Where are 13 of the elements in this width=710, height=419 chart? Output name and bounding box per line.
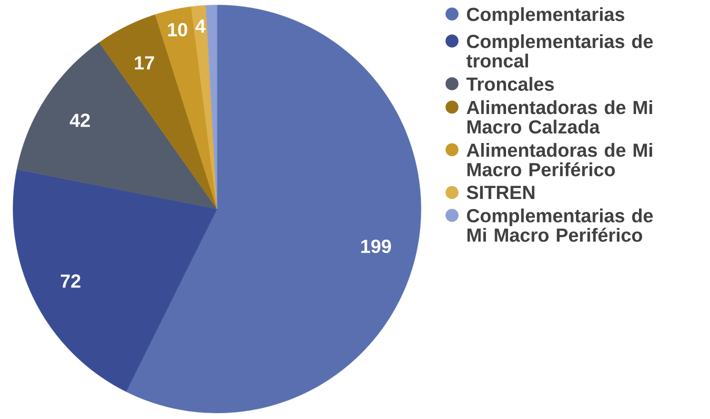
legend-label: Alimentadoras de Mi Macro Periférico — [466, 142, 652, 176]
data-label: 10 — [168, 23, 188, 36]
legend-label: Alimentadoras de Mi Macro Calzada — [466, 100, 652, 134]
legend-label: Complementarias — [466, 7, 624, 25]
legend-label: Troncales — [466, 76, 554, 91]
data-label: 17 — [134, 56, 154, 70]
data-label: 42 — [70, 114, 90, 127]
legend-label: Complementarias de troncal — [466, 34, 653, 68]
legend-label: Complementarias de Mi Macro Periférico — [466, 208, 653, 242]
data-label: 199 — [361, 240, 391, 254]
legend-label: SITREN — [466, 186, 534, 200]
data-label: 72 — [60, 274, 80, 288]
data-label: 4 — [195, 20, 206, 33]
